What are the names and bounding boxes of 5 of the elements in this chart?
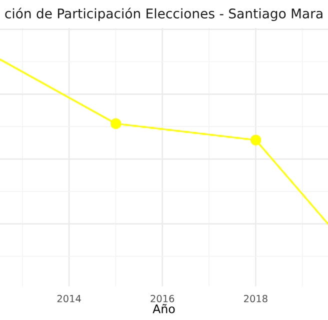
x-tick-label: 2014	[57, 294, 81, 302]
x-tick-label: 2018	[244, 294, 268, 302]
x-tick-label: 2016	[150, 294, 174, 302]
x-axis-title: Año	[152, 304, 175, 314]
chart-title: ción de Participación Elecciones - Santiago Mara	[5, 8, 322, 22]
